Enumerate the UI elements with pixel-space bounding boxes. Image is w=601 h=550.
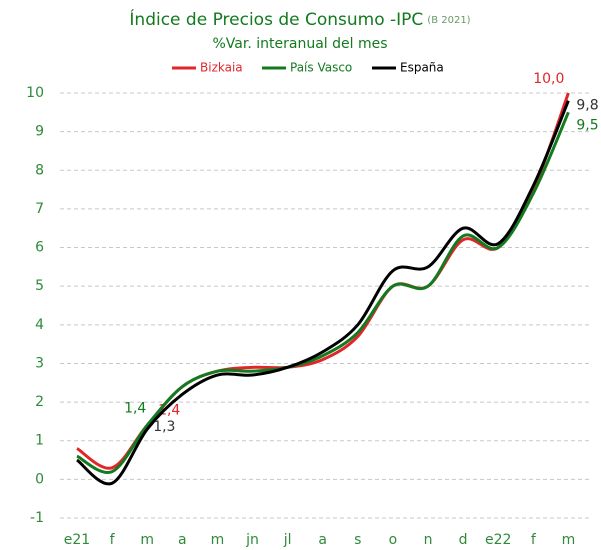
series-line: [76, 111, 570, 475]
data-label: 10,0: [533, 71, 564, 87]
x-tick-label: m: [211, 532, 225, 548]
x-tick-label: a: [178, 532, 187, 548]
x-tick-label: f: [531, 532, 537, 548]
y-tick-label: -1: [30, 510, 44, 526]
x-tick-label: jn: [245, 532, 259, 548]
y-tick-label: 2: [35, 394, 44, 410]
x-tick-label: m: [140, 532, 154, 548]
series-line: [76, 100, 570, 486]
data-label: 1,4: [124, 400, 146, 416]
x-tick-label: e21: [64, 532, 90, 548]
y-tick-label: 10: [26, 85, 44, 101]
data-label: 9,5: [576, 117, 598, 133]
y-tick-label: 5: [35, 278, 44, 294]
legend-label: España: [400, 61, 444, 75]
legend-label: Bizkaia: [200, 61, 243, 75]
y-tick-label: 8: [35, 162, 44, 178]
x-tick-label: f: [110, 532, 116, 548]
data-label: 1,3: [153, 419, 175, 435]
x-tick-label: n: [424, 532, 433, 548]
x-tick-label: d: [459, 532, 468, 548]
title: Índice de Precios de Consumo -IPC: [129, 8, 423, 30]
y-tick-label: 1: [35, 433, 44, 449]
chart-title: Índice de Precios de Consumo -IPC (B 2021…: [129, 8, 470, 30]
x-tick-label: o: [389, 532, 398, 548]
legend-label: País Vasco: [290, 61, 352, 75]
x-tick-label: s: [354, 532, 361, 548]
y-tick-label: 0: [35, 471, 44, 487]
y-tick-label: 9: [35, 124, 44, 140]
x-tick-label: e22: [485, 532, 511, 548]
x-tick-label: m: [562, 532, 576, 548]
series-line: [76, 92, 570, 470]
data-label: 9,8: [576, 98, 598, 114]
y-tick-label: 7: [35, 201, 44, 217]
title-note: (B 2021): [427, 15, 470, 26]
y-tick-label: 4: [35, 317, 44, 333]
chart-subtitle: %Var. interanual del mes: [213, 36, 388, 52]
y-tick-label: 6: [35, 240, 44, 256]
x-tick-label: jl: [283, 532, 292, 548]
x-tick-label: a: [318, 532, 327, 548]
y-tick-label: 3: [35, 355, 44, 371]
